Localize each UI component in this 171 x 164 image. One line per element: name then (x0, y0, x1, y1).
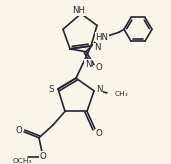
Text: S: S (48, 85, 54, 94)
Text: OCH₃: OCH₃ (12, 158, 32, 164)
Text: N: N (85, 60, 91, 69)
Text: N: N (96, 85, 102, 94)
Text: O: O (16, 126, 22, 135)
Text: N: N (94, 43, 100, 52)
Text: NH: NH (73, 6, 86, 15)
Text: O: O (40, 152, 46, 161)
Text: O: O (96, 129, 102, 138)
Text: HN: HN (95, 33, 109, 42)
Text: CH₃: CH₃ (115, 91, 129, 97)
Text: O: O (96, 63, 102, 72)
